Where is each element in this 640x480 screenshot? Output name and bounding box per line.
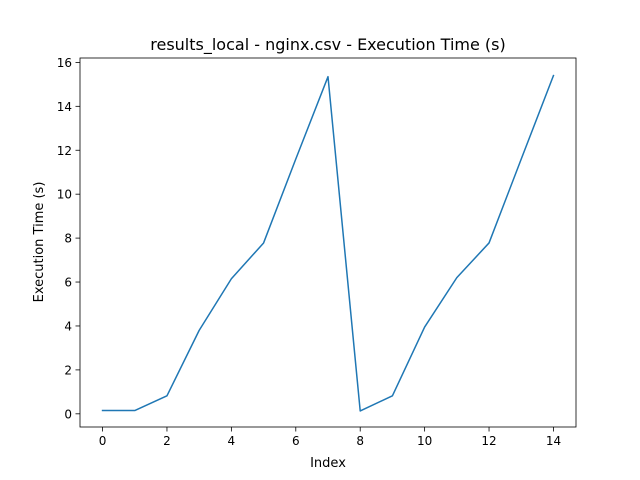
y-tick-label: 0 <box>64 407 72 421</box>
y-tick-label: 10 <box>57 188 72 202</box>
y-tick-label: 12 <box>57 144 72 158</box>
x-tick-label: 12 <box>481 434 496 448</box>
y-axis-label: Execution Time (s) <box>32 182 47 303</box>
axes-frame <box>79 57 577 428</box>
y-tick-label: 6 <box>64 276 72 290</box>
chart-title: results_local - nginx.csv - Execution Ti… <box>150 35 505 55</box>
x-tick-label: 10 <box>417 434 432 448</box>
x-tick-label: 0 <box>99 434 107 448</box>
x-axis-label: Index <box>310 456 346 471</box>
y-tick-label: 16 <box>57 56 72 70</box>
x-tick-label: 6 <box>292 434 300 448</box>
x-tick-label: 8 <box>356 434 364 448</box>
x-tick-label: 4 <box>228 434 236 448</box>
y-tick-label: 4 <box>64 319 72 333</box>
series-line <box>101 74 555 412</box>
plot-area: 0 2 4 6 8 10 12 14 0 2 4 6 8 10 12 14 16 <box>57 56 577 448</box>
y-tick-label: 8 <box>64 232 72 246</box>
y-tick-label: 14 <box>57 100 72 114</box>
x-tick-label: 2 <box>163 434 171 448</box>
y-tick-label: 2 <box>64 363 72 377</box>
x-tick-label: 14 <box>546 434 561 448</box>
